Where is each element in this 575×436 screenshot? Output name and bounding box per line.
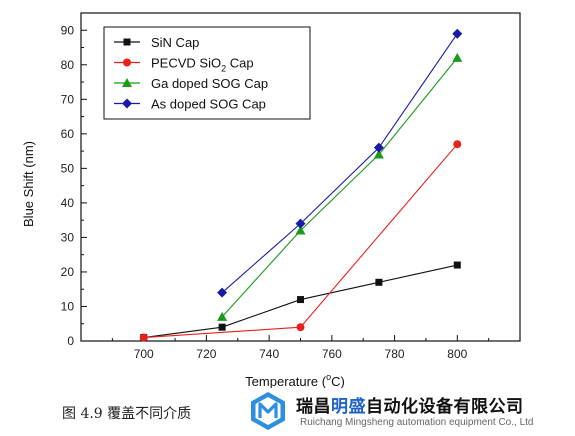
- legend-label-sin-cap: SiN Cap: [151, 35, 199, 50]
- y-tick-label: 30: [61, 230, 75, 244]
- y-tick-label: 10: [61, 299, 75, 313]
- legend-label-as-doped-sog-cap: As doped SOG Cap: [151, 97, 266, 112]
- x-tick-label: 700: [134, 347, 154, 361]
- data-point-as-doped-sog-cap: [452, 28, 463, 39]
- series-line-ga-doped-sog-cap: [221, 57, 458, 318]
- data-point-ga-doped-sog-cap: [373, 149, 384, 159]
- plot-area: 700 720 740 760 780 800 0 10 20 30 40 50 60 70 80 90: [61, 12, 521, 361]
- data-point-pecvd-sio2-cap: [453, 140, 462, 149]
- x-tick-label: 780: [385, 347, 405, 361]
- x-tick-label: 800: [447, 347, 467, 361]
- y-tick-label: 80: [61, 58, 75, 72]
- company-logo-icon: [251, 392, 285, 430]
- data-point-sin-cap: [297, 296, 304, 304]
- blue-shift-chart: 700 720 740 760 780 800 0 10 20 30 40 50 60 70 80 90 Si…: [21, 12, 521, 389]
- figure-caption: 图 4.9 覆盖不同介质: [62, 406, 192, 422]
- y-tick-label: 60: [61, 127, 75, 141]
- series-line-pecvd-sio2-cap: [143, 143, 458, 339]
- data-point-as-doped-sog-cap: [373, 142, 384, 153]
- legend-label-pecvd-sio2-cap: PECVD SiO2 Cap: [151, 56, 254, 74]
- data-point-ga-doped-sog-cap: [217, 311, 228, 321]
- x-tick-label: 760: [322, 347, 342, 361]
- y-tick-label: 50: [61, 161, 75, 175]
- data-point-sin-cap: [453, 261, 461, 269]
- watermark: 瑞昌明盛自动化设备有限公司 Ruichang Mingsheng automat…: [248, 388, 575, 434]
- legend: SiN Cap PECVD SiO2 Cap Ga doped SOG Cap As …: [103, 26, 311, 120]
- data-point-ga-doped-sog-cap: [295, 225, 306, 235]
- legend-marker-as-doped-sog-cap: [122, 98, 132, 109]
- legend-marker-pecvd-sio2-cap: [123, 58, 131, 67]
- x-tick-label: 740: [259, 347, 279, 361]
- y-tick-label: 20: [61, 265, 75, 279]
- legend-marker-ga-doped-sog-cap: [122, 78, 132, 87]
- x-tick-label: 720: [196, 347, 216, 361]
- data-point-pecvd-sio2-cap: [139, 333, 148, 342]
- y-tick-label: 90: [61, 23, 75, 37]
- company-name-en: Ruichang Mingsheng automation equipment …: [300, 417, 534, 428]
- legend-label-ga-doped-sog-cap: Ga doped SOG Cap: [151, 76, 268, 91]
- y-axis-title: Blue Shift (nm): [21, 141, 36, 227]
- data-point-as-doped-sog-cap: [217, 287, 228, 298]
- data-point-sin-cap: [375, 278, 383, 286]
- data-point-as-doped-sog-cap: [295, 218, 306, 229]
- legend-marker-sin-cap: [123, 38, 131, 46]
- data-point-pecvd-sio2-cap: [296, 323, 305, 332]
- y-tick-label: 0: [67, 334, 74, 348]
- y-tick-label: 40: [61, 196, 75, 210]
- y-tick-label: 70: [61, 92, 75, 106]
- x-axis-title: Temperature (oC): [245, 372, 345, 389]
- series-line-as-doped-sog-cap: [221, 33, 458, 294]
- data-point-ga-doped-sog-cap: [452, 52, 463, 62]
- company-name-cn: 瑞昌明盛自动化设备有限公司: [296, 397, 524, 417]
- data-point-sin-cap: [218, 323, 226, 331]
